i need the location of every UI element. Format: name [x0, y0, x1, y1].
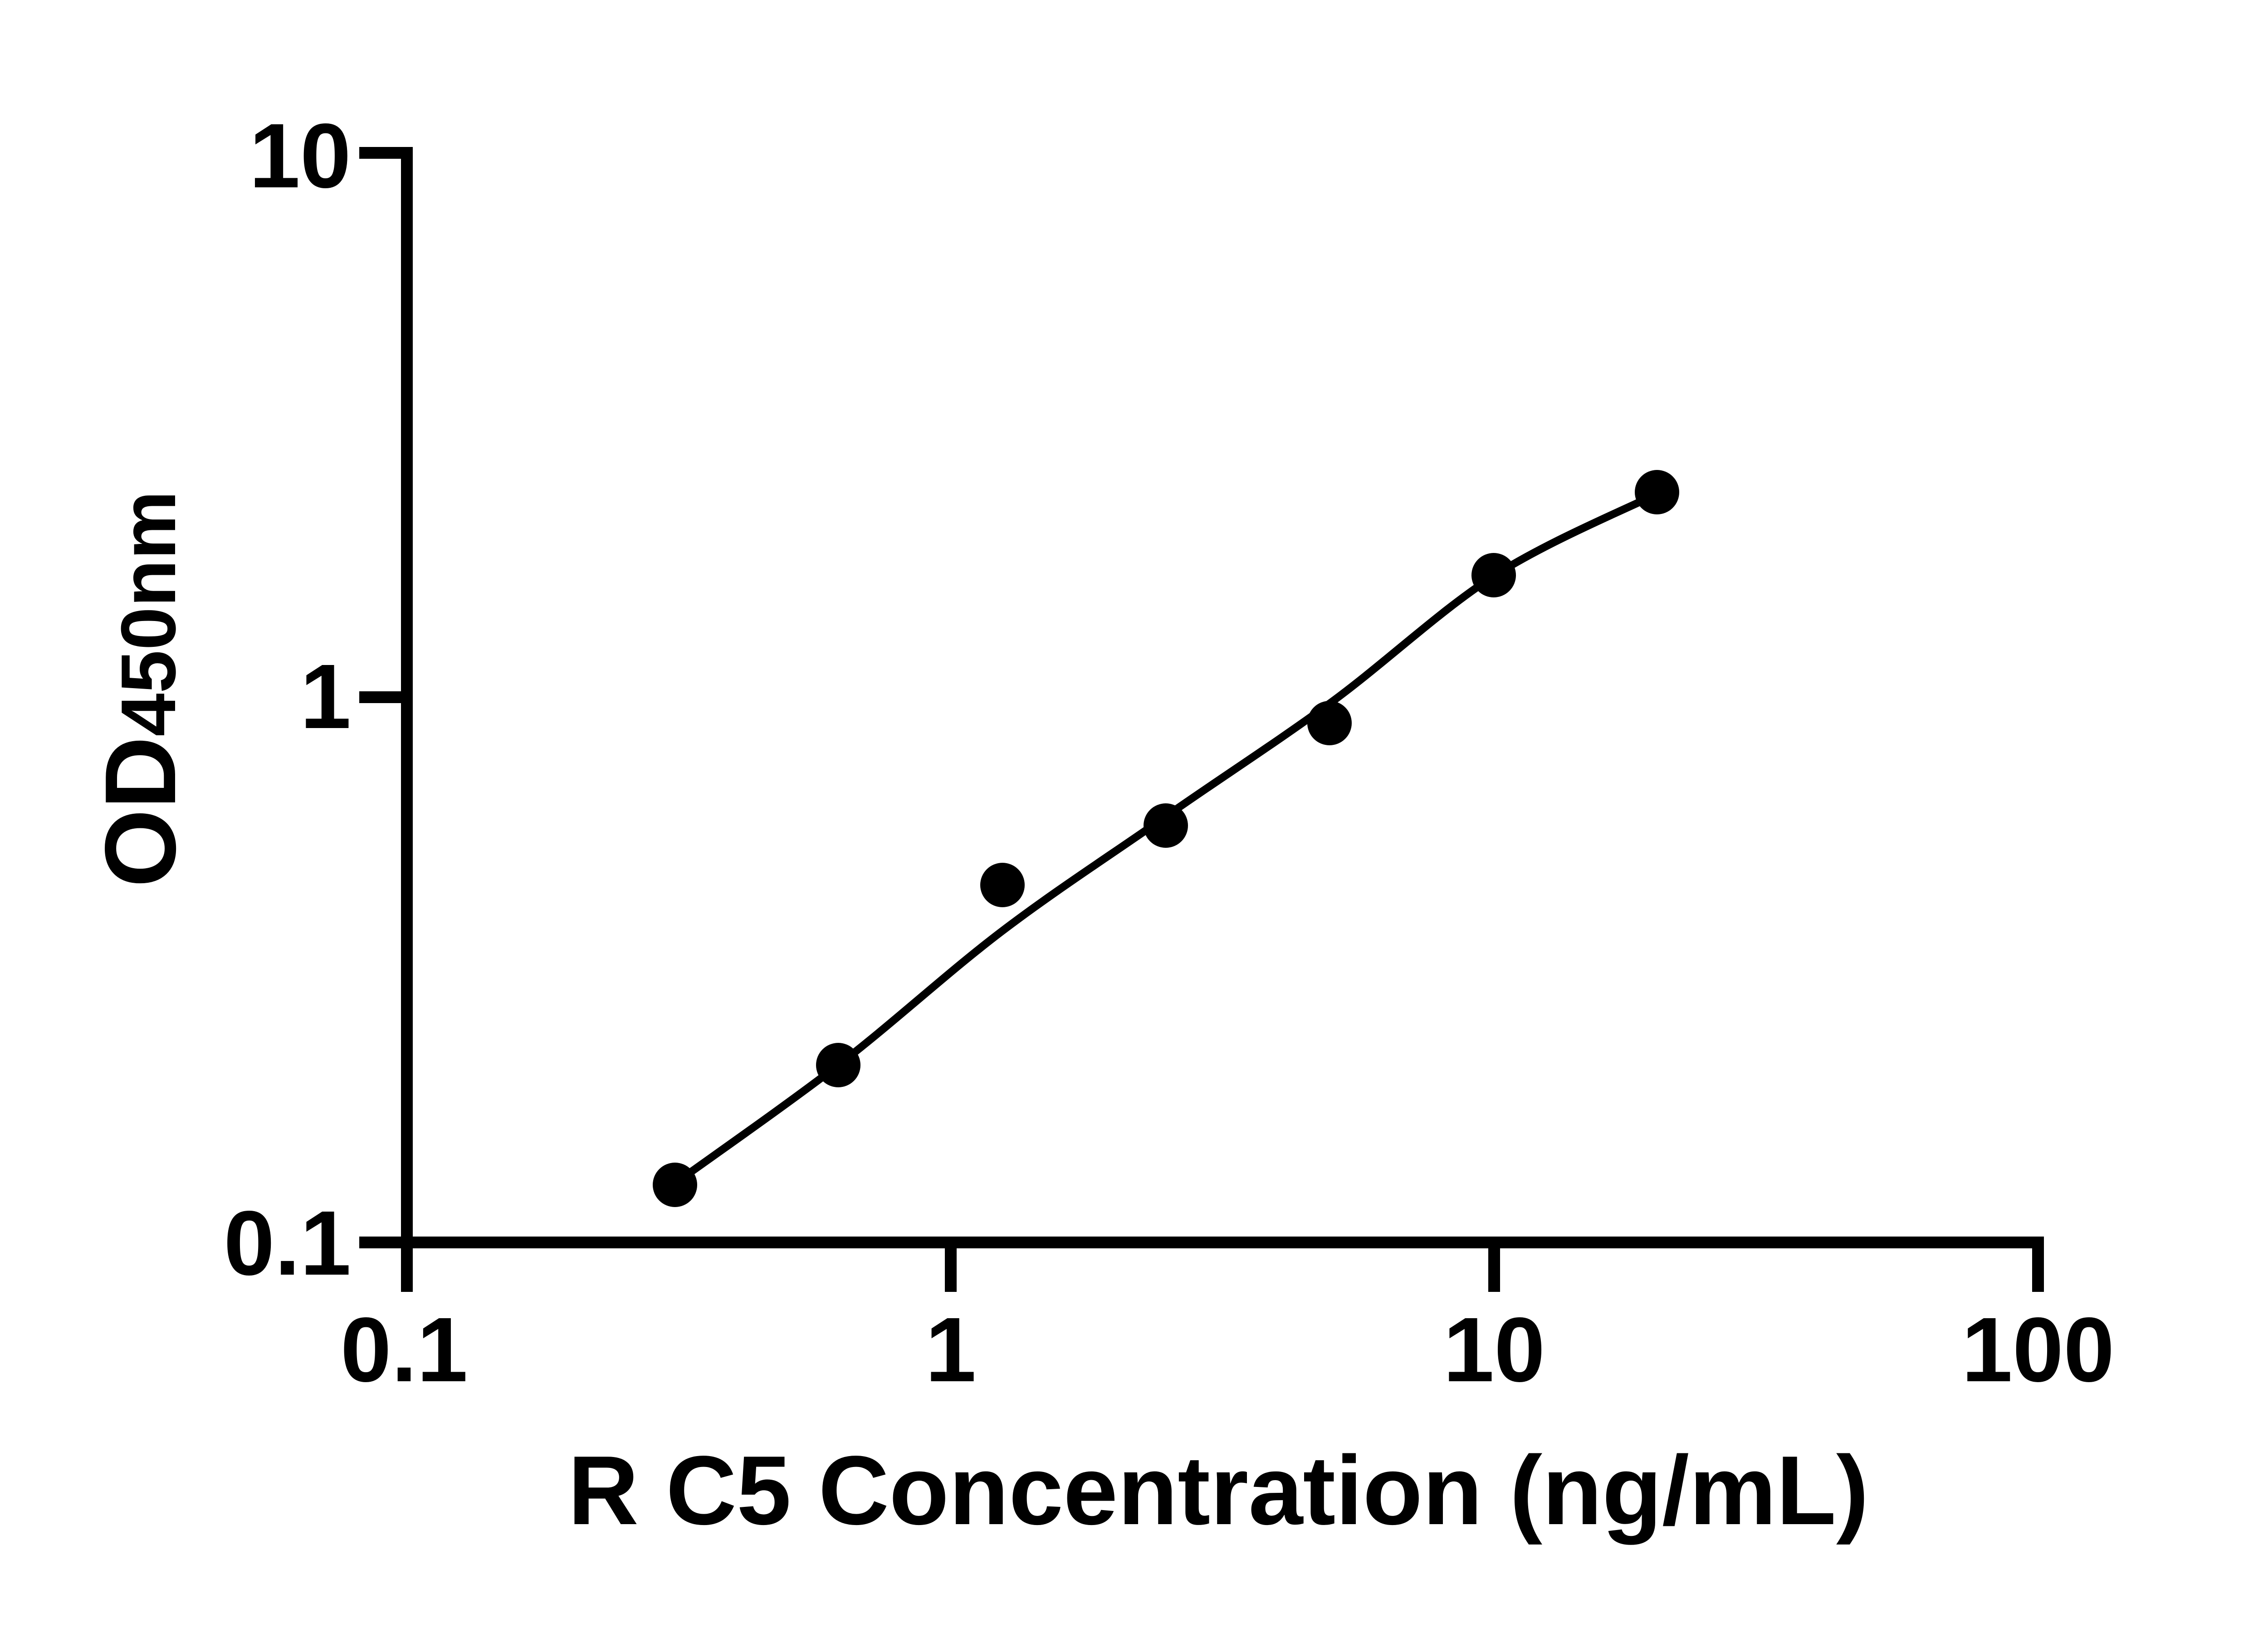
svg-text:1: 1 — [925, 1298, 976, 1401]
svg-text:100: 100 — [1961, 1298, 2114, 1401]
svg-text:R C5 Concentration (ng/mL): R C5 Concentration (ng/mL) — [568, 1435, 1869, 1545]
svg-text:10: 10 — [249, 104, 351, 207]
svg-text:1: 1 — [300, 645, 351, 748]
svg-text:OD450nm: OD450nm — [84, 491, 197, 888]
svg-text:0.1: 0.1 — [341, 1298, 468, 1401]
svg-text:0.1: 0.1 — [224, 1192, 351, 1294]
svg-text:10: 10 — [1443, 1298, 1545, 1401]
